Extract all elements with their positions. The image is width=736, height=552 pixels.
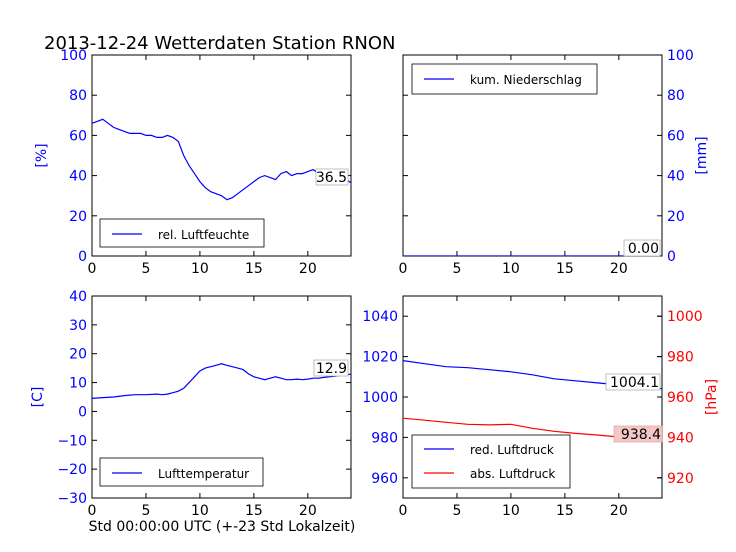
y-axis-label: [mm] — [694, 136, 710, 174]
x-tick-label: 15 — [556, 503, 574, 519]
x-tick-label: 20 — [299, 261, 317, 277]
y-tick-label: 980 — [371, 430, 398, 446]
current-value-label: 0.00 — [628, 241, 659, 257]
y-tick-label: 20 — [69, 209, 87, 225]
y2-tick-label: 1000 — [667, 309, 703, 325]
x-tick-label: 10 — [502, 261, 520, 277]
y2-tick-label: 940 — [667, 430, 694, 446]
legend-box — [411, 434, 571, 489]
x-tick-label: 10 — [191, 261, 209, 277]
x-tick-label: 0 — [399, 503, 408, 519]
y-tick-label: 80 — [69, 88, 87, 104]
current-value-box — [623, 239, 661, 257]
x-tick-label: 20 — [299, 503, 317, 519]
x-tick-label: 20 — [610, 261, 628, 277]
y-tick-label: 0 — [78, 249, 87, 265]
series-line — [92, 363, 351, 399]
y-tick-label: 30 — [69, 318, 87, 334]
y-tick-label: 100 — [60, 48, 87, 64]
legend-box — [99, 218, 265, 248]
y-tick-label: 40 — [69, 169, 87, 185]
series-line — [92, 118, 351, 201]
legend-label: abs. Luftdruck — [470, 467, 555, 481]
y-tick-label: −20 — [57, 462, 87, 478]
y-tick-label: 100 — [667, 48, 694, 64]
y-tick-label: 0 — [667, 249, 676, 265]
x-tick-label: 5 — [141, 261, 150, 277]
y-tick-label: 10 — [69, 376, 87, 392]
y-tick-label: 60 — [667, 128, 685, 144]
x-tick-label: 5 — [452, 261, 461, 277]
x-tick-label: 15 — [245, 261, 263, 277]
current-value-label: 1004.1 — [610, 375, 659, 391]
y-tick-label: 40 — [69, 289, 87, 305]
y2-tick-label: 980 — [667, 350, 694, 366]
current-value-box — [313, 359, 349, 377]
y-tick-label: 1020 — [362, 350, 398, 366]
x-tick-label: 0 — [88, 261, 97, 277]
y-tick-label: −10 — [57, 433, 87, 449]
current-value-label: 36.5 — [316, 170, 347, 186]
y-tick-label: 60 — [69, 128, 87, 144]
panel-humidity: 0 5 10 15 20 0 20 40 60 80 100 [%] rel. Luftfeuchte 3… — [34, 48, 352, 277]
current-value-label: 12.9 — [316, 361, 347, 377]
secondary-value-label: 938.4 — [621, 427, 661, 443]
y2-tick-label: 960 — [667, 390, 694, 406]
y-tick-label: 80 — [667, 88, 685, 104]
panel-pressure: 0 5 10 15 20 960 980 1000 1020 1040 920 940 960 980 10… — [362, 295, 720, 519]
legend-label: rel. Luftfeuchte — [158, 228, 249, 242]
y2-axis-label: [hPa] — [704, 379, 720, 415]
x-tick-label: 15 — [556, 261, 574, 277]
y-tick-label: 0 — [78, 404, 87, 420]
footer-xlabel: Std 00:00:00 UTC (+-23 Std Lokalzeit) — [89, 519, 356, 535]
x-tick-label: 5 — [452, 503, 461, 519]
legend-label: kum. Niederschlag — [470, 73, 582, 87]
y-axis-label: [C] — [30, 387, 46, 408]
x-tick-label: 15 — [245, 503, 263, 519]
panel-temperature: 0 5 10 15 20 −30 −20 −10 0 10 20 30 40 [C] Lufttempera… — [30, 289, 352, 519]
current-value-box — [605, 373, 661, 391]
y-tick-label: −30 — [57, 491, 87, 507]
secondary-value-box — [613, 425, 663, 443]
legend-label: Lufttemperatur — [158, 467, 249, 481]
y-tick-label: 20 — [667, 209, 685, 225]
y2-tick-label: 920 — [667, 471, 694, 487]
panel-precipitation: 0 5 10 15 20 0 20 40 60 80 100 [mm] kum. Niederschla… — [399, 48, 710, 277]
x-tick-label: 10 — [502, 503, 520, 519]
x-tick-label: 20 — [610, 503, 628, 519]
current-value-box — [315, 168, 349, 186]
y-axis-label: [%] — [34, 143, 50, 167]
x-tick-label: 0 — [88, 503, 97, 519]
y-tick-label: 40 — [667, 169, 685, 185]
legend-box — [99, 457, 264, 487]
y-tick-label: 20 — [69, 347, 87, 363]
legend-label: red. Luftdruck — [470, 443, 554, 457]
y-tick-label: 1040 — [362, 309, 398, 325]
x-tick-label: 10 — [191, 503, 209, 519]
x-tick-label: 0 — [399, 261, 408, 277]
x-tick-label: 5 — [141, 503, 150, 519]
figure-title: 2013-12-24 Wetterdaten Station RNON — [44, 33, 395, 54]
y-tick-label: 1000 — [362, 390, 398, 406]
y-tick-label: 960 — [371, 471, 398, 487]
